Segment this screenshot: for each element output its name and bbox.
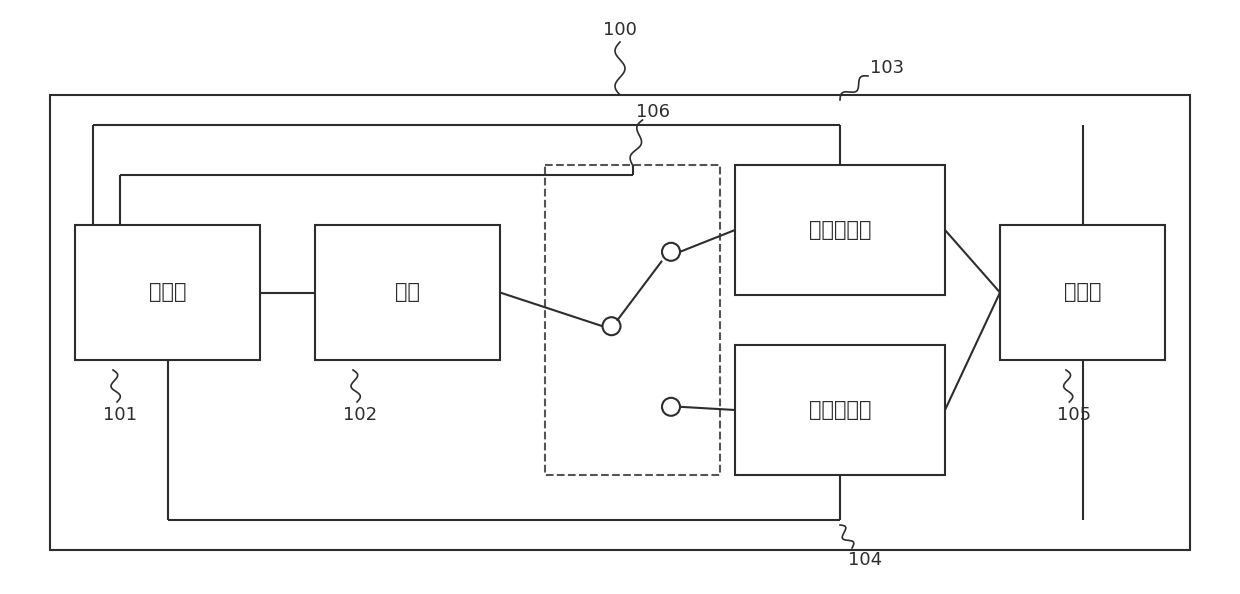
Text: 处理器: 处理器 — [149, 283, 186, 302]
Bar — [74, 225, 260, 360]
Text: 100: 100 — [603, 21, 637, 39]
Text: 103: 103 — [870, 59, 904, 77]
Text: 第一滤波器: 第一滤波器 — [808, 220, 872, 240]
Text: 104: 104 — [848, 551, 882, 569]
Text: 指示灯: 指示灯 — [1064, 283, 1101, 302]
Bar — [546, 165, 720, 475]
Text: 101: 101 — [103, 406, 136, 424]
Bar — [735, 165, 945, 295]
Text: 光源: 光源 — [396, 283, 420, 302]
Bar — [315, 225, 500, 360]
Text: 105: 105 — [1058, 406, 1091, 424]
Text: 106: 106 — [635, 103, 670, 121]
Bar — [999, 225, 1166, 360]
Text: 102: 102 — [343, 406, 377, 424]
Text: 第二滤波器: 第二滤波器 — [808, 400, 872, 420]
Bar — [735, 345, 945, 475]
Bar — [50, 95, 1190, 550]
